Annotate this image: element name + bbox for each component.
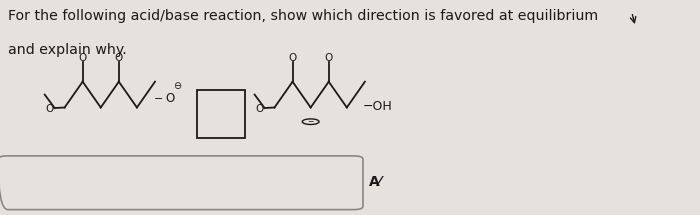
Text: −OH: −OH [363,100,393,113]
Text: O: O [288,54,297,63]
Text: O: O [325,54,333,63]
Text: O: O [255,104,263,114]
Text: −: − [307,117,314,126]
Text: A⁄: A⁄ [370,175,383,189]
Text: and explain why.: and explain why. [8,43,127,57]
Text: O: O [115,54,123,63]
Text: O: O [165,92,174,105]
Text: −: − [153,94,163,104]
Text: O: O [45,104,53,114]
Text: ⊖: ⊖ [174,81,182,91]
Text: O: O [78,54,87,63]
Text: For the following acid/base reaction, show which direction is favored at equilib: For the following acid/base reaction, sh… [8,9,598,23]
